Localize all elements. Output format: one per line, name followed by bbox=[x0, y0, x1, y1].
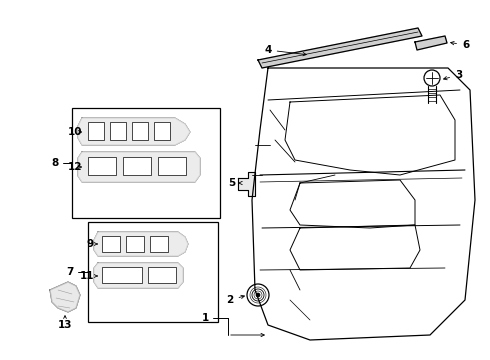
Polygon shape bbox=[50, 282, 80, 312]
Text: 5: 5 bbox=[228, 178, 236, 188]
Bar bbox=[154, 122, 170, 140]
Bar bbox=[102, 267, 142, 283]
Bar bbox=[72, 108, 220, 218]
Bar bbox=[102, 236, 120, 252]
Text: 1: 1 bbox=[201, 313, 209, 323]
Text: 4: 4 bbox=[264, 45, 306, 56]
Text: 6: 6 bbox=[451, 40, 469, 50]
Polygon shape bbox=[238, 172, 255, 196]
Text: 7: 7 bbox=[66, 267, 74, 277]
Bar bbox=[126, 236, 144, 252]
Text: 11: 11 bbox=[79, 271, 94, 281]
Text: 10: 10 bbox=[68, 127, 82, 137]
Bar bbox=[88, 222, 218, 322]
Polygon shape bbox=[94, 263, 183, 288]
Bar bbox=[123, 157, 151, 175]
Bar bbox=[132, 122, 148, 140]
Text: 13: 13 bbox=[58, 320, 72, 330]
Text: 8: 8 bbox=[51, 158, 59, 168]
Bar bbox=[148, 267, 176, 283]
Bar bbox=[110, 122, 126, 140]
Bar bbox=[150, 236, 168, 252]
Bar bbox=[158, 157, 186, 175]
Text: 2: 2 bbox=[226, 295, 245, 305]
Polygon shape bbox=[415, 36, 447, 50]
Bar bbox=[88, 157, 116, 175]
Polygon shape bbox=[94, 232, 188, 256]
Polygon shape bbox=[78, 118, 190, 145]
Text: 3: 3 bbox=[443, 70, 462, 80]
Text: 9: 9 bbox=[87, 239, 94, 249]
Polygon shape bbox=[78, 152, 200, 182]
Text: 12: 12 bbox=[68, 162, 82, 172]
Circle shape bbox=[256, 293, 260, 297]
Bar bbox=[88, 122, 104, 140]
Polygon shape bbox=[258, 28, 422, 68]
